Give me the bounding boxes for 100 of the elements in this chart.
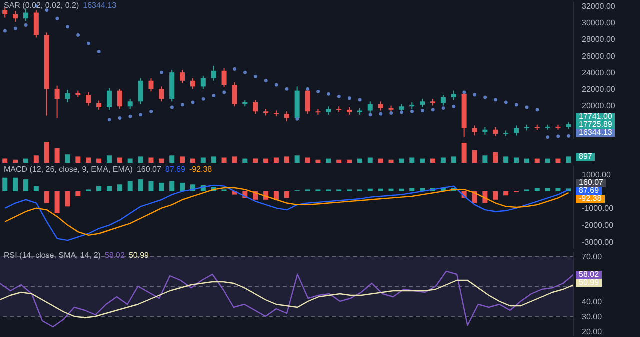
bar [514, 158, 519, 163]
chart-title: SAR (0.02, 0.02, 0.2) [4, 1, 80, 10]
bar [44, 142, 50, 163]
bar [117, 158, 122, 163]
y-tick-label: 20.00 [582, 327, 603, 336]
bar [504, 156, 509, 163]
point [410, 110, 414, 114]
bar [368, 158, 373, 163]
point [254, 75, 258, 78]
point [358, 98, 362, 102]
chart-subtitle: 16344.13 [83, 1, 117, 10]
point [180, 103, 184, 107]
bar [399, 188, 404, 192]
point [244, 70, 247, 74]
bar [242, 158, 248, 163]
candlestick [472, 125, 478, 136]
point [24, 24, 28, 27]
point [274, 83, 278, 87]
text: 16344.13 [576, 128, 616, 137]
point [191, 100, 195, 104]
bar [34, 186, 39, 192]
bar [534, 158, 540, 163]
point [170, 106, 174, 110]
bar [148, 181, 154, 192]
bar [222, 158, 227, 163]
bar [106, 186, 112, 192]
point [327, 92, 330, 96]
point [233, 68, 237, 71]
candlestick [222, 68, 227, 88]
bar [128, 158, 133, 163]
candlestick [23, 8, 28, 22]
point [514, 103, 518, 107]
point [56, 16, 60, 20]
bar [462, 143, 467, 163]
candlestick [200, 75, 206, 90]
bar [232, 156, 238, 163]
candlestick [54, 85, 60, 119]
chart-title: MACD (12, 26, close, 9, EMA, EMA) [4, 165, 133, 174]
bar [128, 181, 133, 192]
bar [347, 160, 352, 163]
point [296, 117, 300, 121]
point [160, 70, 164, 74]
point [316, 90, 320, 94]
bar [117, 184, 122, 192]
bar [482, 156, 488, 163]
bar [44, 191, 50, 204]
bar [138, 156, 144, 163]
bar [556, 188, 561, 192]
point [379, 112, 383, 116]
bar [284, 191, 290, 198]
bar [410, 188, 415, 192]
line-series [0, 270, 575, 328]
y-tick-label: 32000.00 [582, 2, 616, 11]
point [285, 87, 289, 91]
bar [524, 158, 530, 163]
text: 87.69 [576, 186, 602, 196]
bar [13, 178, 18, 192]
bar [294, 156, 300, 163]
candlestick [128, 98, 133, 110]
bar [2, 178, 8, 192]
point [452, 104, 456, 108]
candlestick [440, 94, 446, 106]
y-tick-label: 30.00 [582, 312, 603, 322]
y-tick-label: 20000.00 [582, 102, 616, 111]
y-tick-label: 28000.00 [582, 35, 616, 44]
bar [420, 158, 426, 163]
candlestick [180, 70, 186, 84]
point [504, 100, 508, 104]
point [66, 25, 70, 29]
candlestick [253, 99, 258, 115]
chart-subtitle: 160.07 87.69 -92.38 [136, 165, 212, 174]
bar [159, 182, 164, 192]
bar [106, 156, 112, 163]
bar [305, 158, 310, 163]
text: 17741.00 [576, 112, 616, 121]
candlestick [378, 101, 384, 112]
candlestick [451, 90, 456, 100]
bar [336, 160, 342, 163]
text: 58.02 [576, 270, 602, 279]
bar [430, 158, 436, 163]
bar [566, 156, 572, 163]
bar [76, 191, 81, 196]
candlestick [138, 78, 144, 105]
point [150, 110, 154, 114]
bar [13, 160, 18, 163]
point [108, 118, 112, 122]
bar [54, 148, 60, 163]
bar [65, 154, 70, 163]
point [97, 50, 101, 54]
candlestick [148, 78, 154, 92]
point [368, 113, 372, 117]
candlestick [86, 92, 92, 106]
bar [86, 158, 92, 163]
bar [190, 158, 196, 163]
point [4, 29, 7, 33]
candlestick [96, 100, 102, 110]
bar [326, 158, 332, 163]
bar [170, 181, 175, 192]
candlestick [117, 88, 122, 110]
candlestick [284, 111, 290, 122]
